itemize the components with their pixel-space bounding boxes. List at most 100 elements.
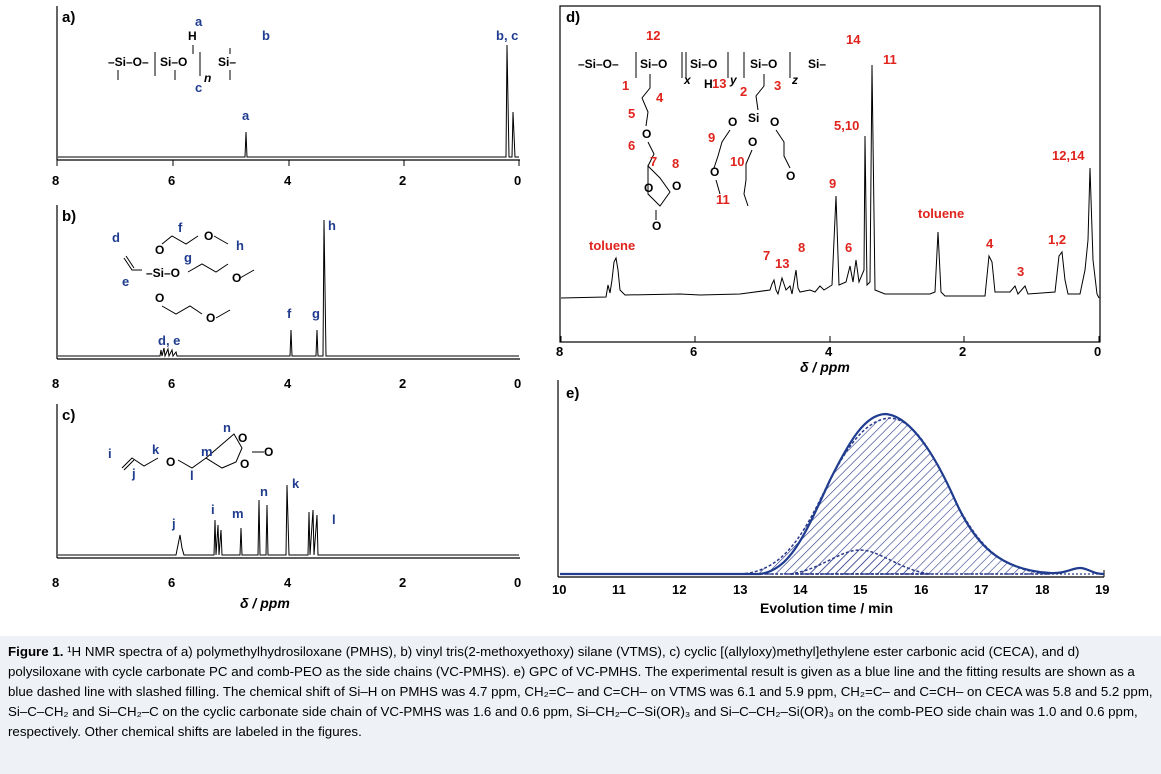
svg-text:O: O: [644, 181, 653, 195]
gpc-fit-minor: [789, 549, 931, 575]
svg-text:1: 1: [622, 78, 629, 93]
peak-label-1-2: 1,2: [1048, 232, 1066, 247]
peak-label-i: i: [211, 502, 215, 517]
svg-text:11: 11: [716, 192, 730, 207]
peak-label-de: d, e: [158, 333, 180, 348]
svg-text:2: 2: [959, 344, 966, 359]
svg-text:O: O: [155, 291, 164, 305]
svg-text:16: 16: [914, 582, 928, 597]
svg-text:6: 6: [690, 344, 697, 359]
panel-b-label: b): [62, 208, 76, 225]
svg-text:8: 8: [52, 376, 59, 391]
svg-text:6: 6: [168, 173, 175, 188]
panel-c: c) j i m n k l O O O O i j k l m n 8 6 4: [52, 404, 521, 611]
peak-label-f: f: [287, 306, 292, 321]
svg-text:O: O: [264, 445, 273, 459]
svg-text:14: 14: [793, 582, 808, 597]
svg-text:n: n: [223, 420, 231, 435]
svg-text:17: 17: [974, 582, 988, 597]
svg-text:Si–: Si–: [218, 55, 236, 69]
peak-label-5-10: 5,10: [834, 118, 859, 133]
svg-text:4: 4: [656, 90, 664, 105]
peak-label-4: 4: [986, 236, 994, 251]
peak-label-12-14: 12,14: [1052, 148, 1085, 163]
svg-text:4: 4: [284, 575, 292, 590]
svg-text:z: z: [791, 73, 798, 87]
peak-label-toluene-1: toluene: [589, 238, 635, 253]
peak-label-3: 3: [1017, 264, 1024, 279]
svg-text:7: 7: [650, 154, 657, 169]
svg-text:a: a: [195, 14, 203, 29]
svg-text:Si–O: Si–O: [690, 57, 717, 71]
svg-text:H: H: [704, 77, 713, 91]
svg-text:14: 14: [846, 32, 861, 47]
svg-text:5: 5: [628, 106, 635, 121]
spectrum-b: [58, 219, 519, 358]
svg-text:x: x: [683, 73, 692, 87]
svg-text:O: O: [728, 115, 737, 129]
svg-text:O: O: [786, 169, 795, 183]
svg-text:O: O: [206, 311, 215, 325]
svg-text:10: 10: [552, 582, 566, 597]
svg-text:O: O: [204, 229, 213, 243]
gpc-experimental: [560, 412, 1105, 576]
svg-text:O: O: [652, 219, 661, 233]
svg-text:4: 4: [284, 173, 292, 188]
peak-label-6: 6: [845, 240, 852, 255]
caption-text: ¹H NMR spectra of a) polymethylhydrosilo…: [8, 644, 1153, 739]
svg-text:Si–O: Si–O: [640, 57, 667, 71]
svg-text:3: 3: [774, 78, 781, 93]
panel-c-label: c): [62, 407, 75, 424]
peak-label-9: 9: [829, 176, 836, 191]
spectrum-d: [560, 64, 1100, 299]
svg-text:O: O: [642, 127, 651, 141]
svg-text:4: 4: [825, 344, 833, 359]
panel-a-ticks: 8 6 4 2 0: [52, 160, 521, 188]
svg-text:H: H: [188, 29, 197, 43]
svg-text:11: 11: [612, 582, 626, 597]
svg-text:–Si–O: –Si–O: [146, 266, 180, 280]
ppm-axis-title-right: δ / ppm: [800, 359, 850, 375]
svg-text:m: m: [201, 444, 213, 459]
peak-label-k: k: [292, 476, 300, 491]
svg-text:i: i: [108, 446, 112, 461]
figure-caption: Figure 1. ¹H NMR spectra of a) polymethy…: [0, 636, 1161, 774]
vtms-structure: –Si–O O O O O O d e f g h: [112, 220, 255, 325]
svg-text:2: 2: [740, 84, 747, 99]
svg-text:Si: Si: [748, 111, 759, 125]
svg-text:O: O: [770, 115, 779, 129]
peak-label-8: 8: [798, 240, 805, 255]
svg-text:Si–O: Si–O: [750, 57, 777, 71]
pmhs-structure: –Si–O– Si–O Si– H n a b c: [108, 14, 270, 95]
svg-text:8: 8: [52, 173, 59, 188]
svg-text:18: 18: [1035, 582, 1049, 597]
gpc-axis-title: Evolution time / min: [760, 600, 893, 616]
peak-label-n: n: [260, 484, 268, 499]
panel-a: a) a b, c –Si–O– Si–O Si– H n a b c 8 6 …: [52, 6, 521, 188]
vc-pmhs-structure: –Si–O– Si–O Si–O Si–O Si– x y z H O O O …: [578, 28, 861, 233]
svg-text:9: 9: [708, 130, 715, 145]
svg-text:2: 2: [399, 376, 406, 391]
svg-text:d: d: [112, 230, 120, 245]
svg-text:10: 10: [730, 154, 744, 169]
panel-e-label: e): [566, 385, 579, 402]
svg-text:e: e: [122, 274, 129, 289]
ceca-structure: O O O O i j k l m n: [108, 420, 273, 483]
svg-text:6: 6: [168, 376, 175, 391]
svg-text:0: 0: [1094, 344, 1101, 359]
panel-e: e) 10 11 12 13 14 15 16 17 18 19 Evoluti…: [552, 380, 1109, 616]
peak-label-bc: b, c: [496, 28, 518, 43]
peak-label-toluene-2: toluene: [918, 206, 964, 221]
svg-text:13: 13: [733, 582, 747, 597]
peak-label-l: l: [332, 512, 336, 527]
panel-a-label: a): [62, 9, 75, 26]
peak-label-j: j: [171, 516, 176, 531]
peak-label-a: a: [242, 108, 250, 123]
svg-text:O: O: [748, 135, 757, 149]
svg-text:f: f: [178, 220, 183, 235]
svg-text:O: O: [240, 457, 249, 471]
svg-text:–Si–O–: –Si–O–: [108, 55, 149, 69]
svg-text:12: 12: [672, 582, 686, 597]
svg-text:O: O: [232, 271, 241, 285]
panel-d-label: d): [566, 9, 580, 26]
